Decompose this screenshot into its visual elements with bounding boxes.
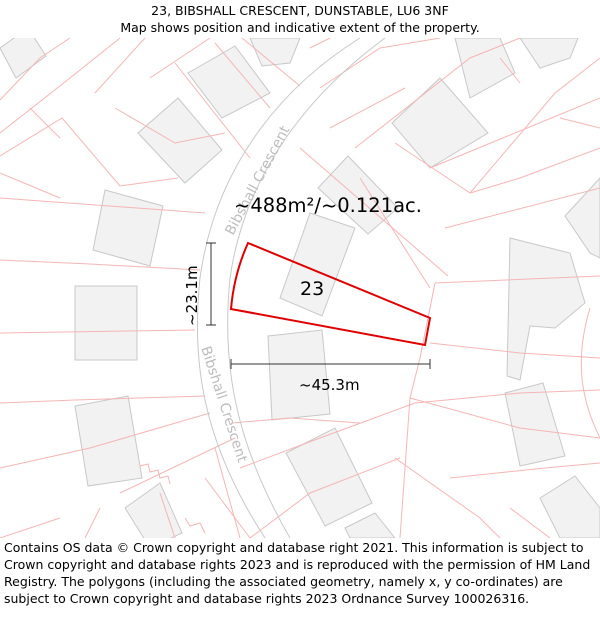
- parcel-boundaries: [0, 38, 600, 538]
- height-dimension-label: ~23.1m: [183, 265, 201, 326]
- building: [317, 155, 399, 235]
- property-map[interactable]: Bibshall Crescent Bibshall Crescent ~488…: [0, 38, 600, 538]
- building: [285, 427, 373, 527]
- property-boundary[interactable]: [229, 241, 432, 347]
- area-label: ~488m²/~0.121ac.: [234, 194, 422, 217]
- building: [519, 38, 579, 69]
- building: [0, 38, 47, 79]
- height-dimension-line: [206, 242, 216, 326]
- building: [249, 38, 301, 67]
- building: [344, 512, 396, 538]
- building: [279, 212, 356, 317]
- attribution-text: Contains OS data © Crown copyright and d…: [4, 540, 591, 606]
- building: [504, 382, 566, 467]
- copyright-footer: Contains OS data © Crown copyright and d…: [4, 539, 598, 607]
- building: [506, 237, 586, 381]
- map-subtitle: Map shows position and indicative extent…: [120, 20, 480, 35]
- plot-number: 23: [300, 278, 324, 300]
- property-address: 23, BIBSHALL CRESCENT, DUNSTABLE, LU6 3N…: [151, 3, 449, 18]
- building: [187, 45, 271, 119]
- building: [539, 475, 600, 538]
- building: [124, 482, 183, 538]
- width-dimension-label: ~45.3m: [299, 376, 360, 394]
- road-bibshall-crescent: [196, 38, 386, 538]
- building: [267, 329, 331, 421]
- building: [74, 285, 138, 361]
- building: [454, 38, 516, 99]
- building: [137, 97, 223, 184]
- building-footprints: [0, 38, 600, 538]
- map-header: 23, BIBSHALL CRESCENT, DUNSTABLE, LU6 3N…: [0, 0, 600, 40]
- width-dimension-line: [230, 359, 431, 369]
